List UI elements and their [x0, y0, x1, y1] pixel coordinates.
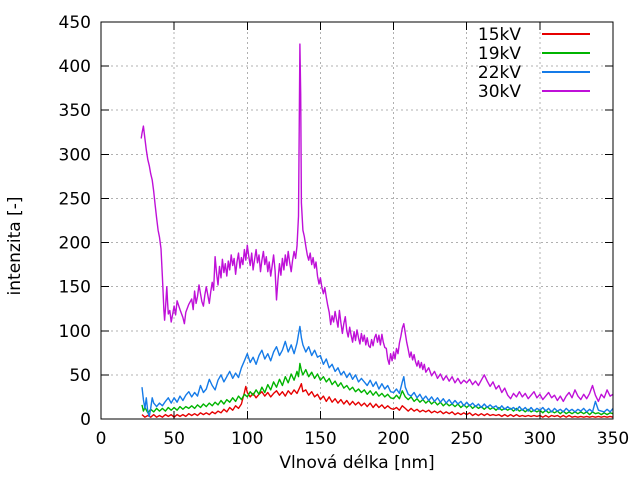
y-tick-label: 350 — [59, 101, 91, 121]
y-tick-label: 150 — [59, 278, 91, 298]
series-line-15kV — [141, 383, 614, 418]
y-axis-title: intenzita [-] — [5, 197, 25, 296]
y-tick-label: 50 — [69, 366, 91, 386]
grid-layer — [101, 22, 613, 419]
series-line-22kV — [141, 325, 614, 418]
x-tick-label: 300 — [524, 429, 556, 449]
plot-border — [100, 21, 614, 420]
y-tick-label: 250 — [59, 189, 91, 209]
x-tick-label: 250 — [450, 429, 482, 449]
series-layer — [140, 43, 614, 418]
series-line-30kV — [140, 43, 614, 403]
frame-layer — [100, 21, 614, 420]
legend-label-15kV: 15kV — [478, 25, 521, 45]
legend-label-30kV: 30kV — [478, 82, 521, 102]
y-tick-label: 300 — [59, 145, 91, 165]
x-tick-label: 150 — [304, 429, 336, 449]
x-axis-title: Vlnová délka [nm] — [279, 453, 434, 473]
x-tick-label: 50 — [163, 429, 185, 449]
tick-label-layer: 0 50 100 150 200 250 300 350 0 50 100 150 200 250 300 3… — [59, 13, 630, 449]
series-line-19kV — [141, 362, 614, 416]
legend-label-22kV: 22kV — [478, 63, 521, 83]
x-tick-label: 350 — [597, 429, 629, 449]
x-tick-label: 100 — [231, 429, 263, 449]
y-tick-label: 400 — [59, 57, 91, 77]
x-tick-label: 0 — [96, 429, 107, 449]
y-tick-label: 450 — [59, 13, 91, 33]
y-tick-label: 0 — [80, 410, 91, 430]
y-tick-label: 200 — [59, 234, 91, 254]
legend-label-19kV: 19kV — [478, 44, 521, 64]
x-tick-label: 200 — [377, 429, 409, 449]
y-tick-label: 100 — [59, 322, 91, 342]
